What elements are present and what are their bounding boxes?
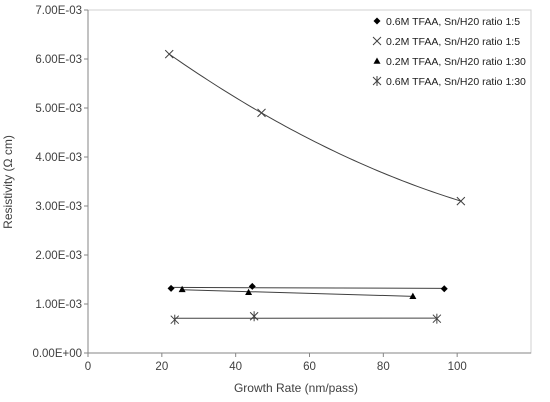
data-point-series-3-shape bbox=[409, 292, 417, 299]
y-tick-label: 3.00E-03 bbox=[35, 201, 82, 213]
data-point-series-3-shape bbox=[178, 285, 186, 293]
data-point-series-1-shape bbox=[167, 284, 175, 292]
x-tick-label: 80 bbox=[377, 361, 390, 373]
legend-marker-series-1 bbox=[373, 17, 381, 25]
data-point-series-2-stroke-b bbox=[257, 108, 266, 118]
x-tick-label: 20 bbox=[155, 361, 168, 373]
legend-marker-series-1-shape bbox=[373, 17, 381, 25]
y-tick-label: 1.00E-03 bbox=[35, 299, 82, 311]
trendline-series-2 bbox=[168, 53, 462, 202]
legend: 0.6M TFAA, Sn/H20 ratio 1:5 0.2M TFAA, Sn… bbox=[372, 16, 526, 88]
data-point-series-3 bbox=[409, 292, 417, 299]
data-point-series-1-shape bbox=[248, 282, 256, 290]
legend-marker-series-2 bbox=[372, 36, 382, 46]
data-point-series-1-shape bbox=[440, 285, 448, 293]
y-axis-title: Resistivity (Ω cm) bbox=[1, 135, 15, 229]
legend-label-series-3: 0.2M TFAA, Sn/H20 ratio 1:30 bbox=[386, 56, 526, 68]
trendline-series-3 bbox=[182, 289, 413, 297]
x-tick-label: 40 bbox=[229, 361, 242, 373]
data-point-series-1 bbox=[440, 285, 448, 293]
x-tick-label: 60 bbox=[303, 361, 316, 373]
y-tick-label: 4.00E-03 bbox=[35, 152, 82, 164]
data-point-series-2 bbox=[456, 196, 466, 206]
x-tick-label: 100 bbox=[448, 361, 467, 373]
y-tick-label: 5.00E-03 bbox=[35, 103, 82, 115]
data-point-series-4 bbox=[170, 314, 180, 325]
legend-marker-series-3 bbox=[373, 57, 381, 64]
legend-label-series-2: 0.2M TFAA, Sn/H20 ratio 1:5 bbox=[386, 36, 520, 48]
data-point-series-1 bbox=[248, 282, 256, 290]
x-tick-label: 0 bbox=[85, 361, 91, 373]
data-point-series-2-stroke-b bbox=[164, 49, 174, 59]
legend-marker-series-4 bbox=[372, 76, 382, 86]
data-point-series-4 bbox=[249, 311, 259, 322]
legend-label-series-1: 0.6M TFAA, Sn/H20 ratio 1:5 bbox=[386, 16, 520, 28]
legend-label-series-4: 0.6M TFAA, Sn/H20 ratio 1:30 bbox=[386, 76, 526, 88]
y-tick-label: 7.00E-03 bbox=[35, 5, 82, 17]
y-tick-label: 2.00E-03 bbox=[35, 250, 82, 262]
y-tick-label: 0.00E+00 bbox=[32, 348, 82, 360]
legend-marker-series-2-stroke-b bbox=[372, 36, 382, 46]
data-point-series-4 bbox=[432, 313, 442, 324]
y-tick-label: 6.00E-03 bbox=[35, 54, 82, 66]
x-axis-title: Growth Rate (nm/pass) bbox=[234, 381, 358, 395]
legend-marker-series-3-shape bbox=[373, 57, 381, 64]
data-point-series-2 bbox=[257, 108, 266, 118]
data-point-series-1 bbox=[167, 284, 175, 292]
trendline-series-1 bbox=[171, 286, 445, 289]
data-point-series-3-shape bbox=[245, 288, 253, 296]
data-point-series-3 bbox=[245, 288, 253, 296]
data-point-series-2 bbox=[164, 49, 174, 59]
data-point-series-2-stroke-b bbox=[456, 196, 466, 206]
data-point-series-3 bbox=[178, 285, 186, 293]
